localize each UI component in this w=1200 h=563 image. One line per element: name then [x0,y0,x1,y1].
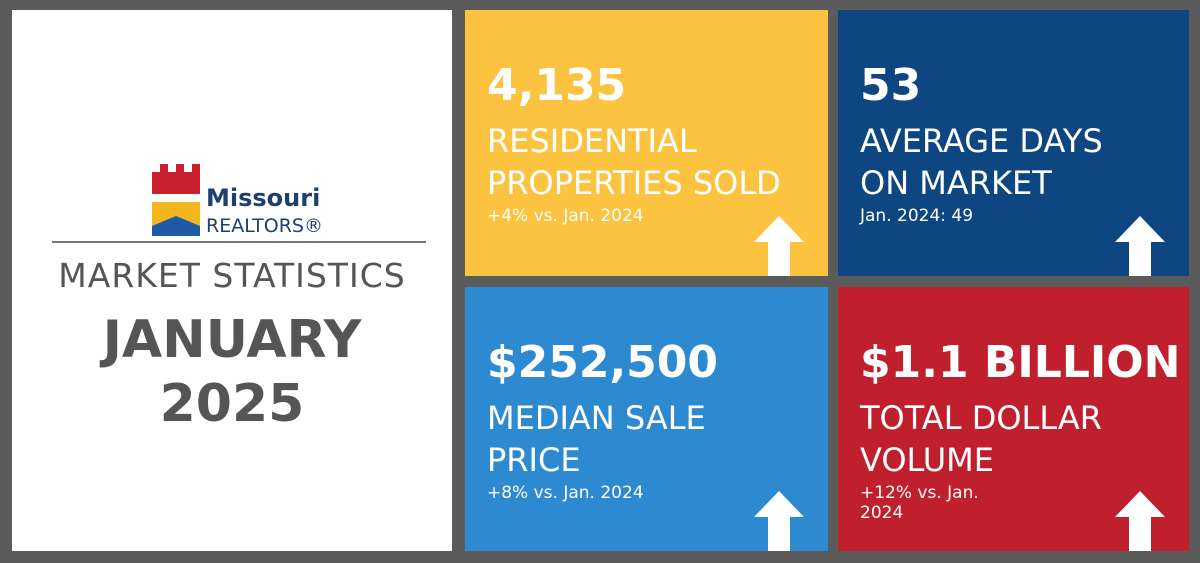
heading-year: 2025 [159,374,305,434]
stat-tile: 4,135 RESIDENTIAL PROPERTIES SOLD +4% vs. J… [465,10,828,276]
stat-tile: $1.1 BILLION TOTAL DOLLAR VOLUME +12% vs. J… [838,287,1189,551]
stat-label: TOTAL DOLLAR VOLUME [860,397,1102,481]
up-arrow [754,216,804,276]
stat-label-line: PRICE [487,441,581,479]
stat-value: 53 [860,60,922,111]
divider [52,241,426,243]
stat-label-line: TOTAL DOLLAR [860,399,1103,437]
heading-label: MARKET STATISTICS [58,256,406,295]
logo: Missouri REALTORS® [152,164,323,237]
stat-label-line: MEDIAN SALE [487,399,706,437]
stat-label: AVERAGE DAYS ON MARKET [860,120,1103,204]
title-panel: Missouri REALTORS® MARKET STATISTICS JAN… [12,10,452,551]
up-arrow [1115,491,1165,551]
stat-tile: 53 AVERAGE DAYS ON MARKET Jan. 2024: 49 [838,10,1189,276]
logo-sub: REALTORS® [206,215,323,237]
stat-value: $252,500 [487,337,719,388]
heading-month: JANUARY [102,310,362,370]
stat-label: MEDIAN SALE PRICE [487,397,706,481]
stat-note: Jan. 2024: 49 [860,206,974,226]
stat-label-line: RESIDENTIAL [487,122,697,160]
stat-label-line: ON MARKET [860,164,1052,202]
logo-name: Missouri [206,184,320,212]
stat-label-line: PROPERTIES SOLD [487,164,781,202]
stat-value: 4,135 [487,60,627,111]
stat-label-line: AVERAGE DAYS [860,122,1103,160]
stat-tile: $252,500 MEDIAN SALE PRICE +8% vs. Jan. 202… [465,287,828,551]
stat-label-line: VOLUME [860,441,994,479]
up-arrow [754,491,804,551]
up-arrow [1115,216,1165,276]
stat-value: $1.1 BILLION [860,337,1181,388]
stat-note: +4% vs. Jan. 2024 [487,206,644,226]
stat-note: +8% vs. Jan. 2024 [487,483,644,503]
stat-note: +12% vs. Jan. 2024 [860,483,979,523]
stat-label: RESIDENTIAL PROPERTIES SOLD [487,120,781,204]
